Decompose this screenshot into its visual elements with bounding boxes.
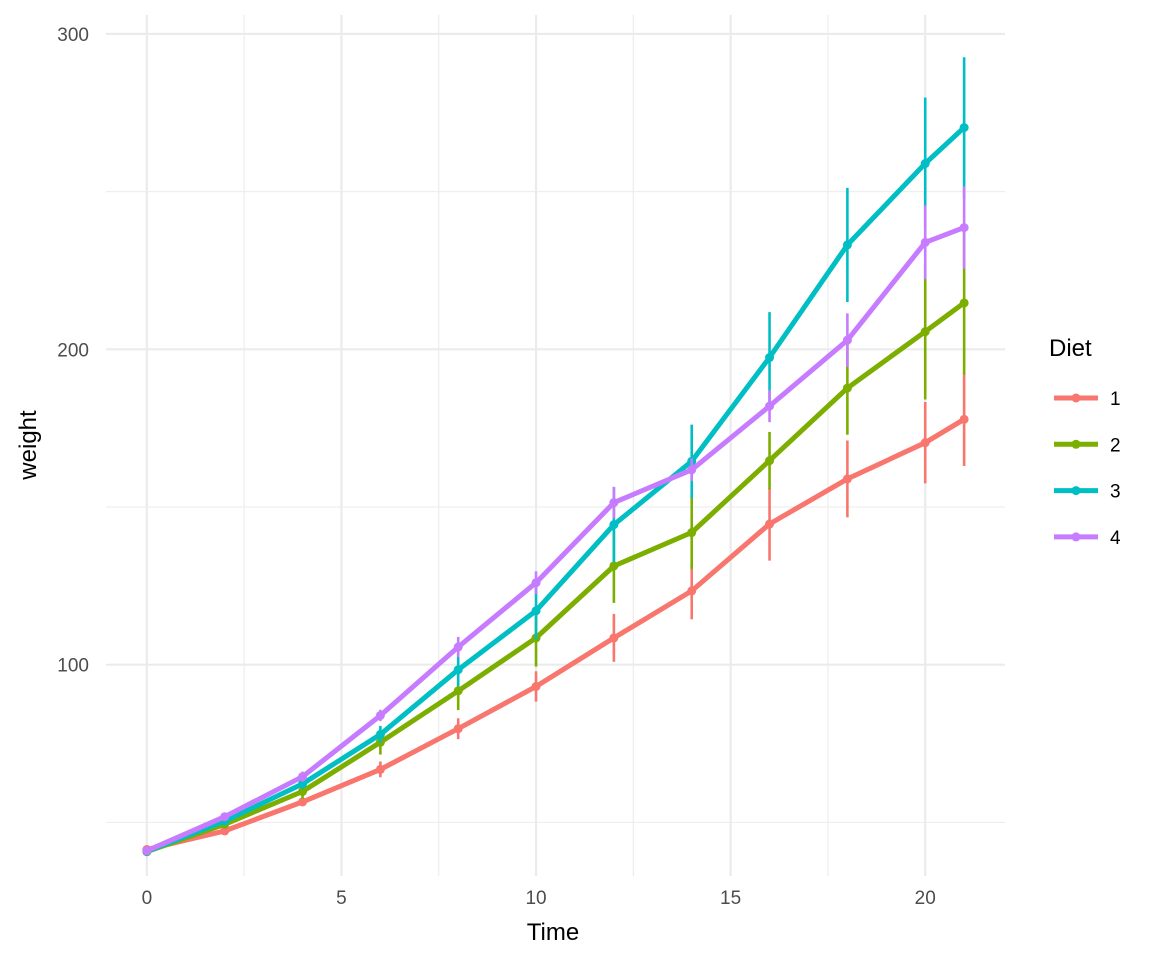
x-axis-ticks: 0 5 10 15 20 [142,888,936,909]
series-line [145,125,966,854]
data-point [920,237,930,247]
legend-label: 3 [1110,482,1121,503]
data-point [531,606,541,616]
series-line [146,417,966,852]
data-point [453,724,463,734]
y-axis-title: weight [15,410,42,481]
data-point [765,519,775,529]
data-point [920,327,930,337]
x-tick-label: 10 [525,888,546,909]
minor-gridlines [106,15,1005,876]
data-point [959,298,969,308]
data-point [920,438,930,448]
legend-item-2: 2 [1054,435,1121,456]
data-point [609,561,619,571]
data-point [375,729,385,739]
legend-title: Diet [1049,335,1092,362]
x-tick-label: 5 [336,888,347,909]
x-tick-label: 0 [142,888,153,909]
data-point [142,846,152,856]
y-tick-label: 300 [57,25,89,46]
data-point [298,779,308,789]
data-point [842,474,852,484]
data-point [959,414,969,424]
x-tick-label: 20 [915,888,936,909]
legend-item-3: 3 [1054,482,1121,503]
legend: Diet 1 2 3 4 [1049,335,1121,549]
series-line [145,225,965,854]
data-point [687,586,697,596]
data-point [453,686,463,696]
legend-key-point [1071,439,1081,449]
data-point [959,123,969,133]
y-axis-ticks: 100 200 300 [57,25,89,677]
y-tick-label: 200 [57,340,89,361]
series-layer [142,57,969,857]
x-tick-label: 15 [720,888,741,909]
data-point [531,578,541,588]
legend-key-point [1071,486,1081,496]
data-point [453,642,463,652]
data-point [298,786,308,796]
series-line [146,300,966,855]
data-point [842,240,852,250]
data-point [920,159,930,169]
legend-item-4: 4 [1054,528,1121,549]
data-point [609,520,619,530]
data-point [220,812,230,822]
legend-key-point [1071,532,1081,542]
data-point [375,710,385,720]
data-point [298,797,308,807]
x-axis-title: Time [527,919,579,946]
data-point [959,223,969,233]
series-1 [142,372,969,855]
legend-key-point [1071,393,1081,403]
data-point [842,383,852,393]
data-point [375,764,385,774]
data-point [687,465,697,475]
y-tick-label: 100 [57,656,89,677]
series-4 [142,186,969,856]
data-point [220,826,230,836]
legend-item-1: 1 [1054,389,1121,410]
data-point [609,633,619,643]
data-point [609,498,619,508]
data-point [298,772,308,782]
data-point [453,665,463,675]
data-point [687,528,697,538]
legend-label: 4 [1110,528,1121,549]
data-point [531,681,541,691]
data-point [765,401,775,411]
data-point [765,353,775,363]
legend-label: 1 [1110,389,1121,410]
legend-label: 2 [1110,435,1121,456]
data-point [842,335,852,345]
data-point [765,456,775,466]
